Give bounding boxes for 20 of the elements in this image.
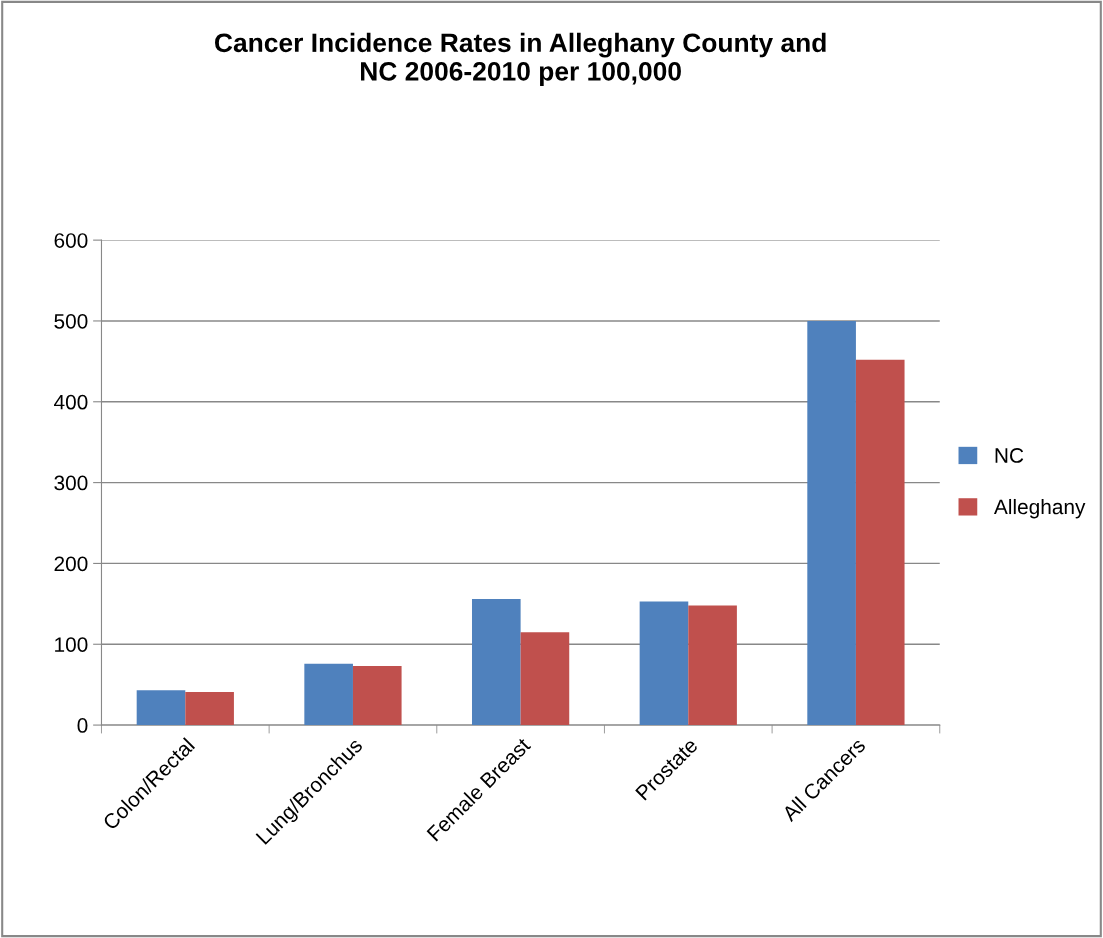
y-tick-label: 200 <box>54 556 88 572</box>
y-tick-label: 600 <box>54 233 88 248</box>
bar <box>136 690 186 726</box>
bar <box>807 320 856 726</box>
chart-title: Cancer Incidence Rates in Alleghany County and NC 2006-2010 per 100,000 <box>215 32 826 86</box>
bar <box>520 632 570 726</box>
legend-label: NC <box>995 448 1024 463</box>
y-tick-label: 500 <box>54 313 88 329</box>
bar <box>352 666 402 726</box>
bar <box>639 601 689 726</box>
bar <box>304 663 353 726</box>
bar <box>855 359 905 726</box>
y-tick-label: 0 <box>77 718 88 733</box>
bar <box>688 605 737 726</box>
y-tick-label: 400 <box>54 394 88 410</box>
y-tick-label: 100 <box>55 637 88 652</box>
bar <box>185 691 234 726</box>
y-tick-label: 300 <box>54 475 88 491</box>
legend-label: Alleghany <box>993 498 1086 519</box>
bar <box>472 598 521 726</box>
